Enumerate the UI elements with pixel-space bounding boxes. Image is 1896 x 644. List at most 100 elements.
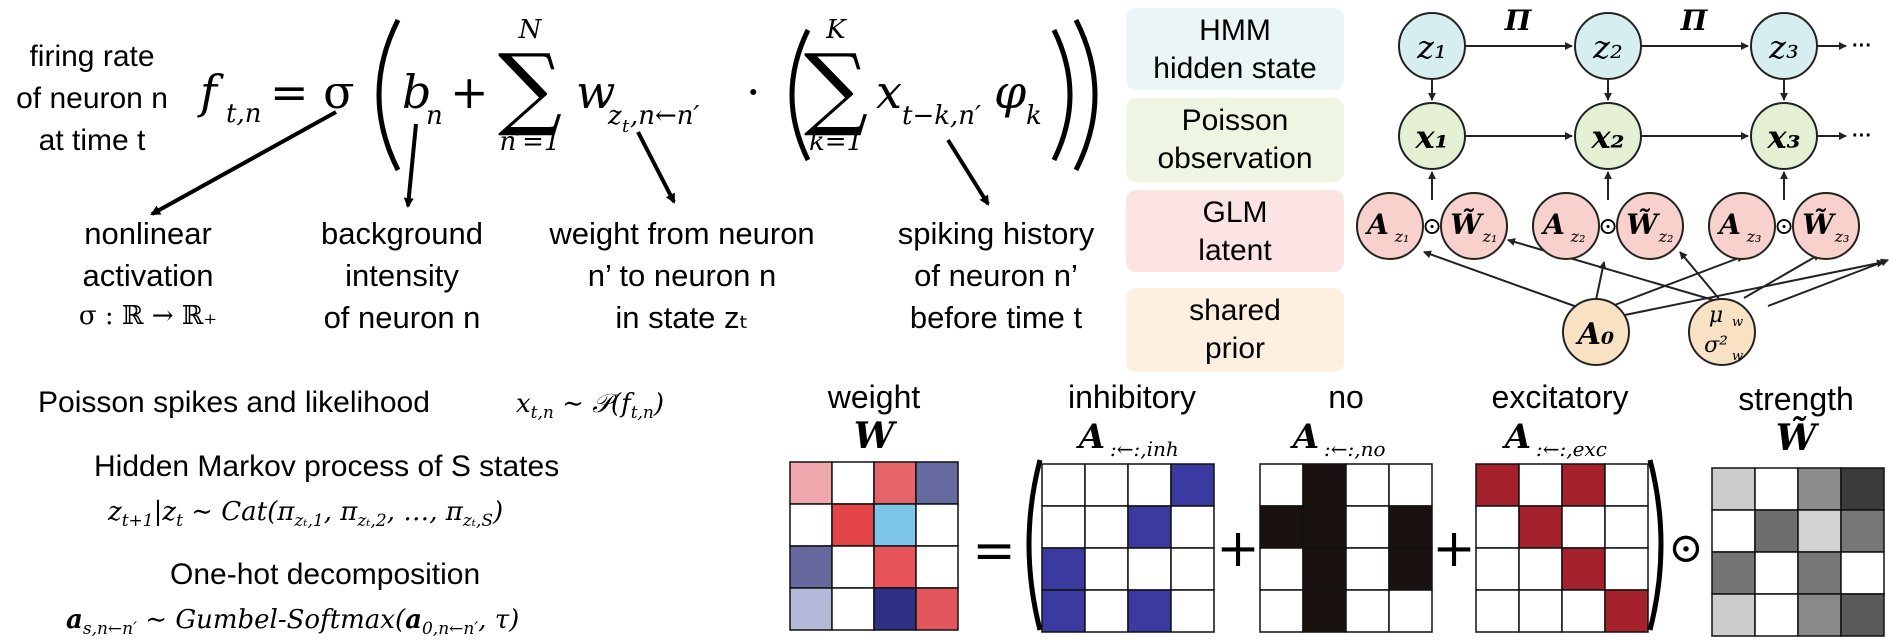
inhibitory-symbol: A xyxy=(1076,417,1105,457)
annot-background-line-1: background xyxy=(321,216,483,251)
excitatory-cell-3-2 xyxy=(1561,589,1606,633)
weight-cell-1-1 xyxy=(831,503,875,547)
no-connection-matrix xyxy=(1259,463,1433,633)
matrix-panel: weight W = inhibitory A :←:,inh + no A :… xyxy=(789,379,1885,637)
dot: · xyxy=(746,65,761,119)
inhibitory-cell-0-3 xyxy=(1170,463,1215,507)
weight-cell-0-3 xyxy=(915,461,959,505)
inhibitory-cell-2-0 xyxy=(1041,547,1086,591)
inhibitory-cell-1-1 xyxy=(1084,505,1129,549)
no-cell-3-2 xyxy=(1345,589,1390,633)
weight-cell-0-1 xyxy=(831,461,875,505)
weight-cell-2-1 xyxy=(831,545,875,589)
equation-block: firing rate of neuron n at time t f t,n … xyxy=(16,15,1098,216)
w-z2-label: W̃ xyxy=(1626,208,1660,241)
sigma-sub: w xyxy=(1732,349,1743,364)
w-sub-t: t xyxy=(622,116,630,137)
w-z3-label: W̃ xyxy=(1802,208,1836,241)
weight-cell-0-2 xyxy=(873,461,917,505)
legend-prior-line-1: shared xyxy=(1189,294,1281,327)
z2-node xyxy=(1574,12,1642,80)
lhs-sub: t,n xyxy=(226,99,261,129)
w-sub-rest: ,n←n′ xyxy=(630,101,700,131)
odot-3: ⊙ xyxy=(1774,212,1794,240)
strength-matrix xyxy=(1711,467,1885,637)
x: x xyxy=(876,65,902,119)
no-cell-0-3 xyxy=(1388,463,1433,507)
sum2-top: K xyxy=(825,15,847,45)
weight-cell-1-3 xyxy=(915,503,959,547)
w-z1-sub: z₁ xyxy=(1482,227,1498,246)
edge-prior-w2 xyxy=(1679,251,1721,301)
edge-prior-more xyxy=(1767,258,1889,307)
a-z2-label: A xyxy=(1540,208,1565,241)
sum1-sigma: ∑ xyxy=(498,35,562,140)
annot-weight-line-3: in state zₜ xyxy=(615,300,748,335)
arrow-to-weight xyxy=(636,131,676,204)
excitatory-cell-1-3 xyxy=(1604,505,1649,549)
equals-sigma: = σ xyxy=(270,65,355,119)
legend-poisson-line-2: observation xyxy=(1157,142,1312,175)
legend: HMM hidden state Poisson observation GLM… xyxy=(1126,8,1344,372)
excitatory-cell-0-3 xyxy=(1604,463,1649,507)
weight-cell-2-3 xyxy=(915,545,959,589)
x1-label: x₁ xyxy=(1414,118,1448,156)
w-z3-sub: z₃ xyxy=(1834,227,1850,246)
edge-a0-a3 xyxy=(1611,254,1745,307)
inhibitory-cell-3-3 xyxy=(1170,589,1215,633)
phi-sub: k xyxy=(1026,101,1042,131)
excitatory-symbol: A xyxy=(1502,417,1531,457)
lead-label-line-1: firing rate xyxy=(29,40,154,73)
no-cell-3-1 xyxy=(1302,589,1347,633)
excitatory-sub: :←:,exc xyxy=(1536,437,1607,461)
strength-cell-0-2 xyxy=(1797,467,1842,511)
a-z1-sub: z₁ xyxy=(1394,227,1410,246)
strength-cell-0-1 xyxy=(1754,467,1799,511)
x3-node xyxy=(1750,102,1818,170)
strength-cell-3-0 xyxy=(1711,593,1756,637)
z1-node xyxy=(1398,12,1466,80)
onehot-text: One-hot decomposition xyxy=(170,558,480,591)
annot-history-line-1: spiking history xyxy=(898,216,1095,251)
excitatory-cell-1-2 xyxy=(1561,505,1606,549)
excitatory-cell-0-1 xyxy=(1518,463,1563,507)
sum1-top: N xyxy=(518,15,543,45)
outer-right-paren xyxy=(1073,18,1098,172)
edge-prior-w3 xyxy=(1743,253,1821,299)
a0-label: A₀ xyxy=(1575,317,1614,352)
lead-label-line-3: at time t xyxy=(39,124,146,157)
excitatory-cell-0-2 xyxy=(1561,463,1606,507)
w: w xyxy=(576,65,615,119)
inhibitory-cell-3-2 xyxy=(1127,589,1172,633)
strength-cell-1-0 xyxy=(1711,509,1756,553)
odot-sign: ⊙ xyxy=(1668,523,1703,572)
lead-label-line-2: of neuron n xyxy=(16,82,168,115)
w-sub-z: z xyxy=(607,101,622,131)
strength-symbol: W̃ xyxy=(1776,417,1820,459)
no-cell-1-1 xyxy=(1302,505,1347,549)
excitatory-cell-2-3 xyxy=(1604,547,1649,591)
sum2-bottom: k=1 xyxy=(809,127,863,157)
no-cell-0-1 xyxy=(1302,463,1347,507)
weight-matrix xyxy=(789,461,959,631)
pi-label-1: Π xyxy=(1504,4,1533,37)
weight-cell-2-2 xyxy=(873,545,917,589)
weight-cell-0-0 xyxy=(789,461,833,505)
edge-a0-a1 xyxy=(1423,250,1581,309)
inhibitory-cell-2-2 xyxy=(1127,547,1172,591)
matrix-right-paren xyxy=(1647,459,1664,631)
weight-cell-3-2 xyxy=(873,587,917,631)
no-cell-0-0 xyxy=(1259,463,1304,507)
hmm-math: zt+1|zt ∼ Cat(πzₜ,1, πzₜ,2, …, πzₜ,S) xyxy=(107,497,503,531)
z-ellipsis: ··· xyxy=(1852,35,1872,57)
legend-hmm-line-1: HMM xyxy=(1199,14,1271,47)
excitatory-cell-3-0 xyxy=(1475,589,1520,633)
no-cell-1-3 xyxy=(1388,505,1433,549)
z2-label: z₂ xyxy=(1592,28,1623,66)
inhibitory-title: inhibitory xyxy=(1068,379,1196,415)
inhibitory-cell-3-1 xyxy=(1084,589,1129,633)
strength-cell-3-1 xyxy=(1754,593,1799,637)
no-cell-1-2 xyxy=(1345,505,1390,549)
excitatory-matrix xyxy=(1475,463,1649,633)
x3-label: x₃ xyxy=(1766,118,1800,156)
